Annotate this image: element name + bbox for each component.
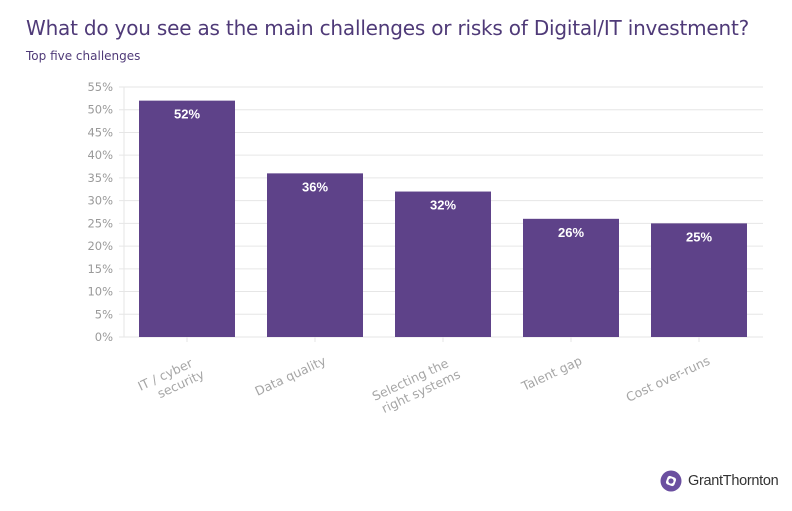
y-tick-label: 10% [87, 285, 113, 299]
y-tick-label: 55% [87, 80, 113, 94]
chart-subtitle: Top five challenges [26, 49, 141, 63]
bar [523, 218, 619, 337]
x-category-label: Data quality [252, 353, 328, 399]
bar [139, 100, 235, 338]
y-tick-label: 0% [95, 330, 113, 344]
bar-value-label: 36% [302, 179, 328, 194]
x-category-label-line: Cost over-runs [623, 353, 712, 405]
bar [395, 191, 491, 337]
y-tick-label: 35% [87, 171, 113, 185]
x-category-label: Talent gap [518, 353, 584, 394]
x-category-label: Cost over-runs [623, 353, 712, 405]
grant-thornton-logo-icon [660, 470, 682, 492]
y-tick-label: 20% [87, 239, 113, 253]
x-category-label-line: Talent gap [518, 353, 584, 394]
bar [651, 223, 747, 337]
bar-value-label: 25% [686, 229, 712, 244]
y-tick-label: 45% [87, 125, 113, 139]
y-tick-label: 15% [87, 262, 113, 276]
value-labels: 52% 36% 32% 26% 25% [174, 107, 712, 245]
y-tick-label: 40% [87, 148, 113, 162]
bar-value-label: 26% [558, 225, 584, 240]
y-tick-label: 50% [87, 103, 113, 117]
y-tick-label: 25% [87, 216, 113, 230]
x-category-label-line: Data quality [252, 353, 328, 399]
bar-value-label: 32% [430, 198, 456, 213]
bar-value-label: 52% [174, 107, 200, 122]
y-axis-tick-labels: 0% 5% 10% 15% 20% 25% 30% 35% 40% 45% 50% 55% [87, 80, 113, 344]
logo-text: GrantThornton [688, 473, 779, 489]
bars [139, 100, 747, 338]
grant-thornton-logo: GrantThornton [660, 470, 779, 492]
y-tick-label: 30% [87, 194, 113, 208]
bar [267, 173, 363, 337]
chart-title: What do you see as the main challenges o… [26, 16, 750, 40]
y-tick-label: 5% [95, 307, 113, 321]
